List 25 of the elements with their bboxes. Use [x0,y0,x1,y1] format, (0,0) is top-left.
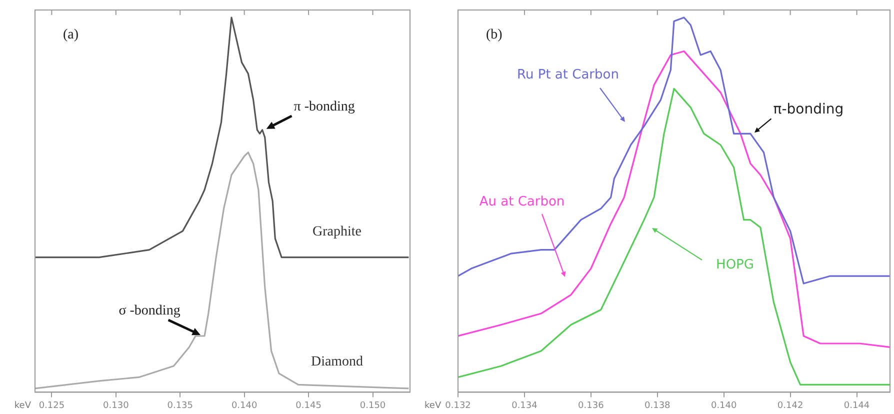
x-tick-label: 0.140 [710,400,737,411]
series-label: Graphite [312,224,362,240]
x-tick-label: 0.144 [844,400,870,411]
text: Au at Carbon [479,194,565,210]
x-tick-label: 0.150 [360,400,386,411]
annotation: π -bonding [294,100,355,115]
series-label: Diamond [310,354,364,370]
annotation: (a) [63,28,79,43]
x-tick-label: 0.135 [167,400,194,411]
series-label: HOPG [716,257,754,272]
x-tick-label: 0.130 [103,400,130,411]
annotation: σ -bonding [118,304,180,319]
x-tick-label: 0.140 [231,400,258,411]
annotation: π-bonding [773,101,844,118]
x-tick-label: 0.125 [38,400,65,411]
x-tick-label: 0.134 [512,400,538,411]
x-tick-label: 0.145 [296,400,322,411]
text: Ru Pt at Carbon [517,67,619,82]
x-axis-title: keV [14,401,32,412]
x-tick-label: 0.136 [578,400,604,411]
x-tick-label: 0.142 [777,400,804,411]
annotation: (b) [486,28,503,43]
x-tick-label: 0.138 [644,400,671,411]
x-axis-title: keV [424,401,442,412]
x-tick-label: 0.132 [445,400,471,411]
